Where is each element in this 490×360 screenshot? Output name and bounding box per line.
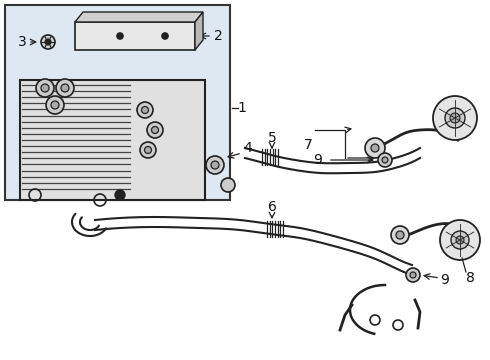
Text: 8: 8 — [466, 271, 474, 285]
Circle shape — [137, 102, 153, 118]
Circle shape — [440, 220, 480, 260]
Circle shape — [61, 84, 69, 92]
Circle shape — [147, 122, 163, 138]
Circle shape — [145, 147, 151, 153]
Circle shape — [140, 142, 156, 158]
Bar — [5, 5, 230, 200]
Circle shape — [378, 153, 392, 167]
Circle shape — [45, 39, 51, 45]
Text: 5: 5 — [268, 131, 276, 145]
Circle shape — [41, 84, 49, 92]
Text: 2: 2 — [214, 29, 222, 43]
Text: 3: 3 — [18, 35, 26, 49]
Text: 6: 6 — [268, 200, 276, 214]
Circle shape — [382, 157, 388, 163]
Circle shape — [406, 268, 420, 282]
Text: 1: 1 — [238, 101, 246, 115]
Circle shape — [371, 144, 379, 152]
Polygon shape — [75, 12, 203, 22]
Circle shape — [51, 101, 59, 109]
Circle shape — [117, 33, 123, 39]
Circle shape — [221, 178, 235, 192]
Circle shape — [151, 126, 158, 134]
Text: 7: 7 — [304, 138, 313, 152]
Circle shape — [391, 226, 409, 244]
Circle shape — [445, 108, 465, 128]
Bar — [20, 80, 205, 200]
Circle shape — [36, 79, 54, 97]
Circle shape — [456, 236, 464, 244]
Circle shape — [162, 33, 168, 39]
Circle shape — [206, 156, 224, 174]
Text: 9: 9 — [441, 273, 449, 287]
Circle shape — [450, 113, 460, 123]
Text: 4: 4 — [244, 141, 252, 155]
Circle shape — [433, 96, 477, 140]
Circle shape — [41, 35, 55, 49]
Polygon shape — [75, 22, 195, 50]
Circle shape — [56, 79, 74, 97]
Circle shape — [365, 138, 385, 158]
Circle shape — [396, 231, 404, 239]
Circle shape — [410, 272, 416, 278]
Circle shape — [46, 96, 64, 114]
Polygon shape — [195, 12, 203, 50]
Circle shape — [451, 231, 469, 249]
Circle shape — [142, 107, 148, 113]
Circle shape — [115, 190, 125, 200]
Circle shape — [211, 161, 219, 169]
Text: 9: 9 — [314, 153, 322, 167]
